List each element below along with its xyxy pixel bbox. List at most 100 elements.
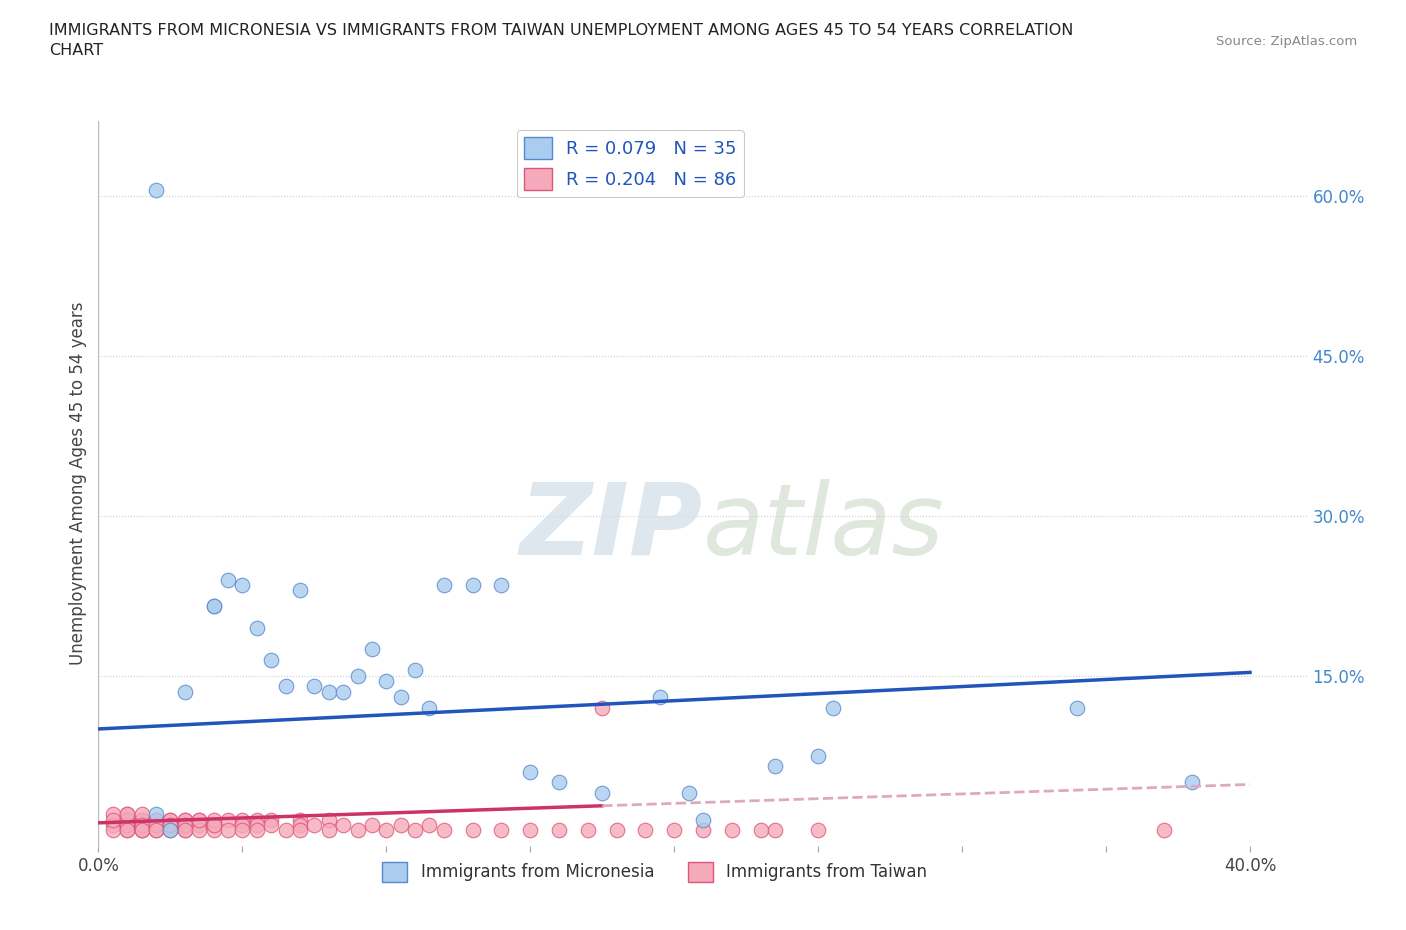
Point [375, 823, 398, 838]
Point [173, 823, 195, 838]
Point [404, 823, 426, 838]
Point [548, 775, 571, 790]
Point [231, 823, 253, 838]
Point [433, 578, 456, 592]
Text: IMMIGRANTS FROM MICRONESIA VS IMMIGRANTS FROM TAIWAN UNEMPLOYMENT AMONG AGES 45 : IMMIGRANTS FROM MICRONESIA VS IMMIGRANTS… [49, 23, 1074, 58]
Point [519, 823, 541, 838]
Y-axis label: Unemployment Among Ages 45 to 54 years: Unemployment Among Ages 45 to 54 years [69, 302, 87, 665]
Point [692, 823, 714, 838]
Point [131, 817, 153, 832]
Point [131, 823, 153, 838]
Point [346, 668, 368, 683]
Point [346, 823, 368, 838]
Point [115, 817, 138, 832]
Point [260, 817, 283, 832]
Point [288, 583, 311, 598]
Point [217, 572, 239, 587]
Point [115, 812, 138, 827]
Point [1066, 700, 1088, 715]
Point [131, 817, 153, 832]
Point [202, 812, 225, 827]
Point [145, 817, 167, 832]
Point [131, 812, 153, 827]
Point [231, 578, 253, 592]
Point [821, 700, 844, 715]
Point [131, 823, 153, 838]
Point [288, 817, 311, 832]
Point [288, 823, 311, 838]
Point [678, 786, 700, 801]
Point [173, 823, 195, 838]
Point [274, 679, 297, 694]
Point [606, 823, 628, 838]
Point [159, 823, 181, 838]
Point [1181, 775, 1204, 790]
Point [131, 812, 153, 827]
Point [202, 817, 225, 832]
Point [145, 817, 167, 832]
Point [648, 689, 671, 704]
Point [763, 823, 786, 838]
Text: Source: ZipAtlas.com: Source: ZipAtlas.com [1216, 35, 1357, 48]
Point [318, 812, 340, 827]
Point [115, 817, 138, 832]
Point [115, 823, 138, 838]
Point [461, 578, 484, 592]
Point [145, 823, 167, 838]
Point [202, 599, 225, 614]
Text: atlas: atlas [703, 479, 945, 576]
Point [246, 817, 269, 832]
Point [159, 817, 181, 832]
Point [763, 759, 786, 774]
Point [664, 823, 686, 838]
Point [332, 684, 354, 699]
Point [461, 823, 484, 838]
Point [115, 807, 138, 822]
Point [101, 823, 124, 838]
Point [274, 823, 297, 838]
Point [260, 652, 283, 667]
Point [217, 823, 239, 838]
Point [749, 823, 772, 838]
Point [304, 817, 326, 832]
Point [318, 684, 340, 699]
Point [202, 823, 225, 838]
Point [1153, 823, 1175, 838]
Point [159, 812, 181, 827]
Point [115, 807, 138, 822]
Point [433, 823, 456, 838]
Point [720, 823, 742, 838]
Point [361, 642, 384, 657]
Point [304, 679, 326, 694]
Point [101, 807, 124, 822]
Point [188, 823, 211, 838]
Point [260, 812, 283, 827]
Point [246, 620, 269, 635]
Point [231, 817, 253, 832]
Point [591, 786, 613, 801]
Point [173, 812, 195, 827]
Text: ZIP: ZIP [520, 479, 703, 576]
Point [101, 812, 124, 827]
Point [418, 817, 440, 832]
Point [389, 817, 412, 832]
Point [231, 812, 253, 827]
Point [188, 812, 211, 827]
Point [131, 817, 153, 832]
Point [188, 812, 211, 827]
Point [217, 812, 239, 827]
Point [389, 689, 412, 704]
Point [491, 578, 513, 592]
Point [591, 700, 613, 715]
Point [491, 823, 513, 838]
Point [332, 817, 354, 832]
Point [634, 823, 657, 838]
Point [173, 812, 195, 827]
Point [145, 812, 167, 827]
Point [173, 817, 195, 832]
Point [145, 183, 167, 198]
Point [361, 817, 384, 832]
Point [159, 812, 181, 827]
Point [159, 817, 181, 832]
Point [173, 684, 195, 699]
